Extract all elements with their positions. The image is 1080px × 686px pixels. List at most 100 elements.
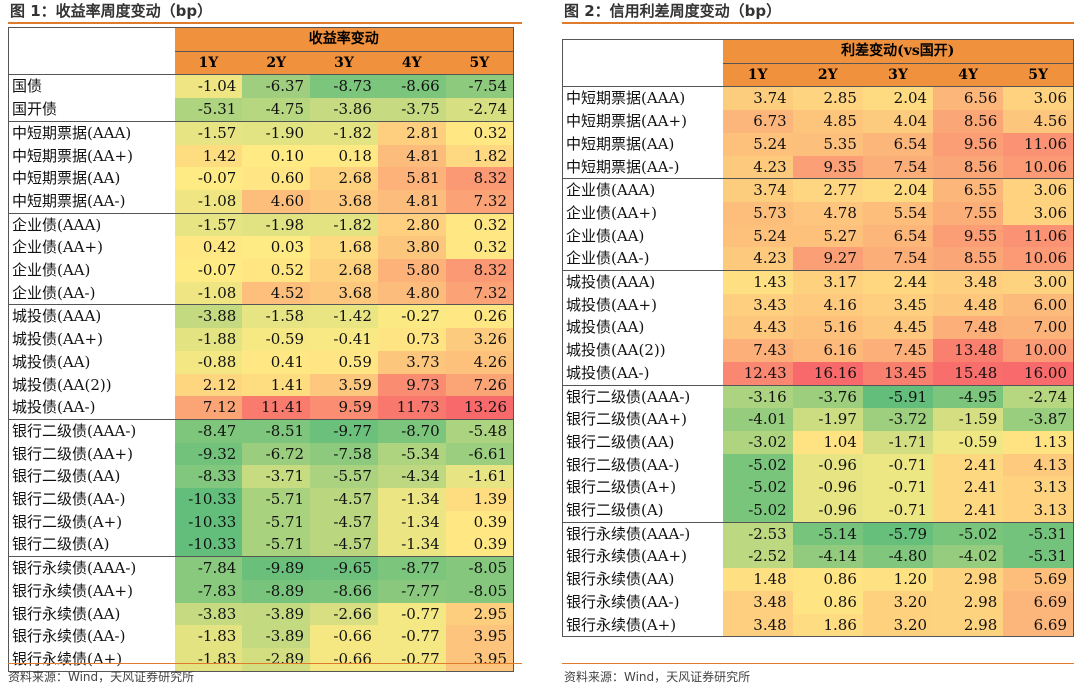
value-cell: 3.59 [310,373,378,397]
row-label: 国债 [8,74,175,99]
value-cell: 7.26 [445,373,514,397]
value-cell: 1.68 [310,236,378,260]
value-cell: 10.00 [1003,339,1074,362]
value-cell: 0.18 [310,144,378,168]
value-cell: -0.66 [310,625,378,648]
yield-change-panel: 图 1：收益率周度变动（bp） 收益率变动 1Y 2Y 3Y 4Y 5Y 国债 -1.04 -6… [8,0,522,672]
row-label: 银行二级债(AA+) [12,444,133,463]
value-cell: -4.34 [377,465,446,489]
table-row: 企业债(AAA) 3.74 2.77 2.04 6.55 3.06 [562,178,1074,202]
value-cell: 7.12 [174,396,243,420]
value-cell: -7.54 [445,74,514,99]
value-cell: -3.72 [862,408,934,431]
bottom-rule [562,663,1074,664]
value-cell: -8.66 [310,579,378,603]
value-cell: 2.98 [933,590,1004,614]
value-cell: -5.71 [242,488,311,511]
value-cell: 4.23 [722,155,793,179]
value-cell: -5.79 [862,521,934,546]
value-cell: 13.26 [445,396,514,420]
value-cell: -3.75 [377,98,446,122]
value-cell: -0.07 [174,259,243,282]
value-cell: 3.06 [1003,201,1074,225]
value-cell: 7.32 [445,281,514,305]
value-cell: -5.31 [1003,545,1074,569]
value-cell: 4.04 [862,110,934,133]
table-row: 企业债(AA+) 0.42 0.03 1.68 3.80 0.32 [9,236,514,260]
value-cell: -3.83 [174,602,243,626]
value-cell: -4.57 [310,488,378,511]
value-cell: 8.55 [933,247,1004,271]
value-cell: 3.17 [792,270,863,294]
value-cell: 5.24 [722,132,793,156]
value-cell: -0.71 [862,499,934,523]
table-row: 银行二级债(AAA-) -3.16 -3.76 -5.91 -4.95 -2.74 [562,384,1074,409]
value-cell: -0.77 [377,647,446,672]
value-cell: 2.80 [377,212,446,237]
value-cell: 1.39 [445,488,514,511]
value-cell: 6.55 [933,178,1004,202]
value-cell: -5.02 [933,521,1004,546]
row-label: 银行永续债(AA-) [566,592,680,611]
value-cell: 3.95 [445,647,514,672]
row-label: 企业债(AA) [12,261,91,280]
value-cell: 4.48 [933,293,1004,317]
value-cell: -0.96 [792,499,863,523]
value-cell: -4.01 [722,408,793,431]
value-cell: -4.02 [933,545,1004,569]
row-label: 企业债(AA-) [12,283,96,302]
value-cell: -3.86 [310,98,378,122]
value-cell: -0.77 [377,625,446,648]
table-row: 中短期票据(AA) 5.24 5.35 6.54 9.56 11.06 [563,132,1074,156]
row-label: 中短期票据(AA) [566,134,675,153]
value-cell: -3.89 [242,602,311,626]
value-cell: -4.14 [792,545,863,569]
value-cell: 4.81 [377,189,446,214]
value-cell: 9.55 [933,224,1004,248]
value-cell: 4.45 [862,316,934,340]
value-cell: -1.82 [310,212,378,237]
value-cell: 7.45 [862,339,934,362]
value-cell: 1.20 [862,568,934,591]
value-cell: 9.27 [792,247,863,271]
row-label: 企业债(AA) [566,226,645,245]
row-label: 银行二级债(AA-) [12,490,126,509]
value-cell: -1.57 [174,120,243,145]
table-row: 银行二级债(AA-) -5.02 -0.96 -0.71 2.41 4.13 [563,453,1074,477]
row-label: 城投债(AA-) [566,363,650,382]
table-row: 银行二级债(A+) -5.02 -0.96 -0.71 2.41 3.13 [563,476,1074,500]
value-cell: 4.23 [722,247,793,271]
value-cell: -4.95 [933,384,1004,409]
value-cell: 0.59 [310,350,378,374]
spread-change-panel: 图 2：信用利差周度变动（bp） 利差变动(vs国开) 1Y 2Y 3Y 4Y 5Y 中短期… [562,0,1074,638]
table-row: 银行二级债(AA) -8.33 -3.71 -5.57 -4.34 -1.61 [9,465,514,489]
source-note: 资料来源：Wind，天风证券研究所 [564,670,751,684]
value-cell: 1.41 [242,373,311,397]
row-label: 银行二级债(A+) [12,512,123,531]
row-label: 银行永续债(AAA-) [562,521,723,546]
table-row: 中短期票据(AA-) -1.08 4.60 3.68 4.81 7.32 [9,189,514,214]
value-cell: 2.04 [862,178,934,202]
value-cell: 2.68 [310,259,378,282]
value-cell: 4.52 [242,281,311,305]
value-cell: -4.80 [862,545,934,569]
bottom-rule [8,663,522,664]
row-label: 城投债(AAA) [8,304,175,329]
value-cell: 2.95 [445,602,514,626]
value-cell: 16.16 [792,361,863,386]
value-cell: 7.32 [445,189,514,214]
value-cell: 6.54 [862,132,934,156]
row-label: 企业债(AAA) [562,178,723,202]
table-row: 城投债(AA) -0.88 0.41 0.59 3.73 4.26 [9,350,514,374]
value-cell: 9.73 [377,373,446,397]
table-row: 银行永续债(AA+) -2.52 -4.14 -4.80 -4.02 -5.31 [563,545,1074,569]
value-cell: -10.33 [174,488,243,511]
value-cell: -3.02 [722,430,793,454]
value-cell: -3.87 [1003,408,1074,431]
value-cell: 0.32 [445,212,514,237]
value-cell: 10.06 [1003,247,1074,271]
value-cell: 7.43 [722,339,793,362]
value-cell: 3.95 [445,625,514,648]
value-cell: -8.70 [377,418,446,443]
table-row: 银行二级债(AA+) -4.01 -1.97 -3.72 -1.59 -3.87 [563,408,1074,431]
